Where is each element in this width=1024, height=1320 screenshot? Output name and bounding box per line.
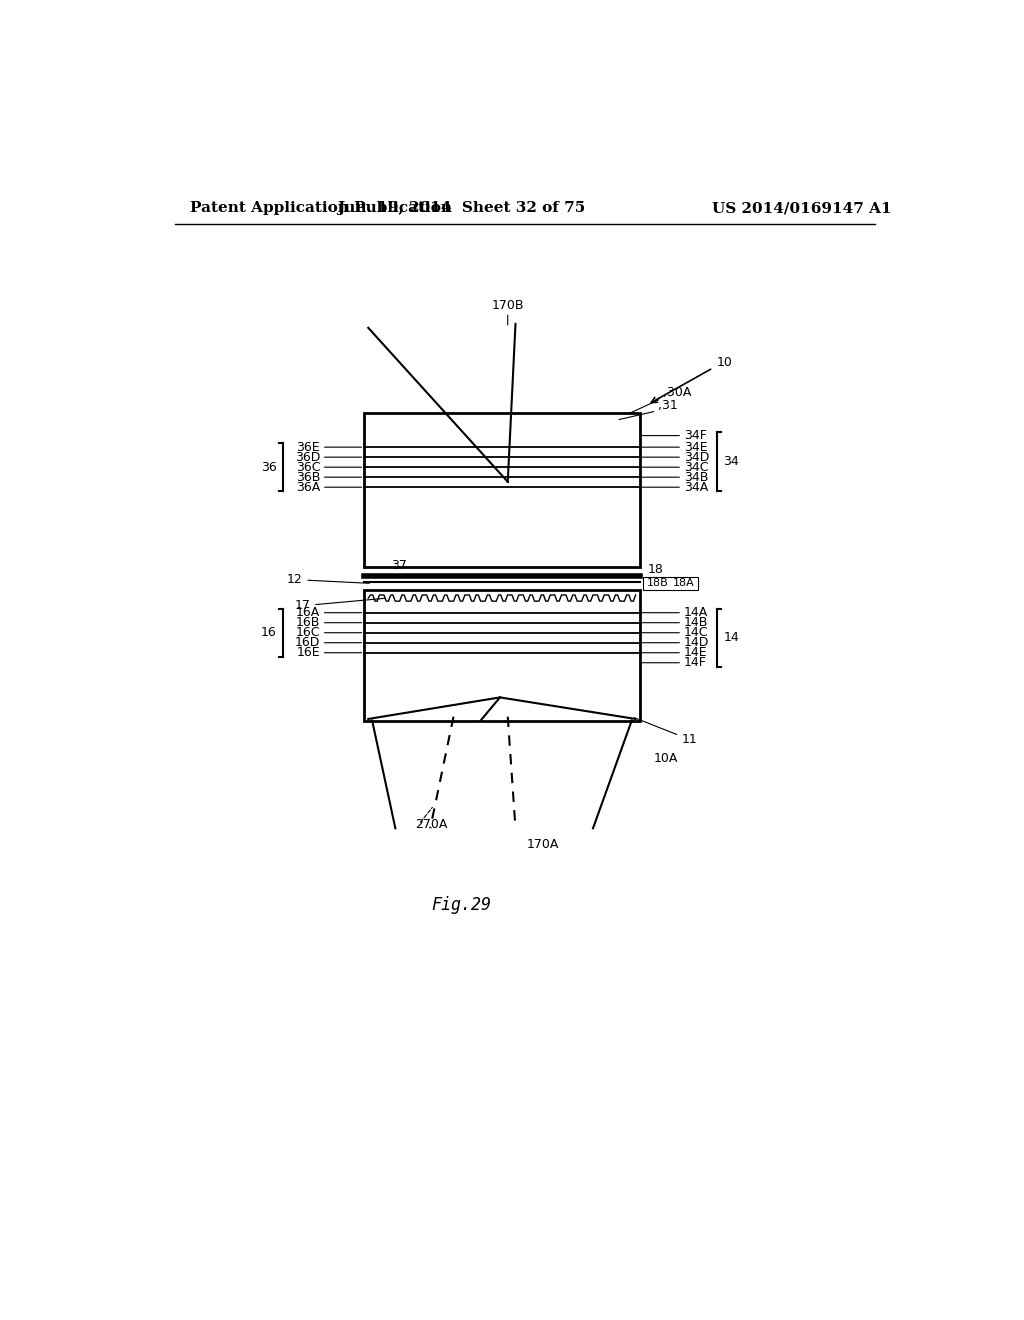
Text: ,31: ,31 bbox=[658, 399, 678, 412]
Text: Jun. 19, 2014  Sheet 32 of 75: Jun. 19, 2014 Sheet 32 of 75 bbox=[337, 202, 586, 215]
Bar bbox=[365, 412, 640, 566]
Text: 16C: 16C bbox=[296, 626, 321, 639]
Text: 16D: 16D bbox=[295, 636, 321, 649]
Text: 10: 10 bbox=[717, 356, 733, 370]
Bar bbox=[643, 577, 697, 590]
Text: 34: 34 bbox=[723, 455, 739, 467]
Text: 18B: 18B bbox=[646, 578, 669, 589]
Text: 34B: 34B bbox=[684, 471, 708, 483]
Text: 36C: 36C bbox=[296, 461, 321, 474]
Text: 34D: 34D bbox=[684, 450, 709, 463]
Text: 270A: 270A bbox=[415, 818, 447, 832]
Text: 16B: 16B bbox=[296, 616, 321, 630]
Text: 14A: 14A bbox=[684, 606, 708, 619]
Text: 36D: 36D bbox=[295, 450, 321, 463]
Text: 16: 16 bbox=[261, 626, 276, 639]
Text: 170B: 170B bbox=[492, 298, 524, 312]
Text: 10A: 10A bbox=[653, 752, 678, 766]
Text: 16A: 16A bbox=[296, 606, 321, 619]
Text: 17: 17 bbox=[294, 598, 385, 612]
Text: 12: 12 bbox=[287, 573, 370, 586]
Text: US 2014/0169147 A1: US 2014/0169147 A1 bbox=[713, 202, 892, 215]
Text: 14F: 14F bbox=[684, 656, 707, 669]
Text: 18A: 18A bbox=[673, 578, 694, 589]
Text: 11: 11 bbox=[634, 718, 698, 746]
Text: 34F: 34F bbox=[684, 429, 707, 442]
Text: 34E: 34E bbox=[684, 441, 708, 454]
Text: 34A: 34A bbox=[684, 480, 708, 494]
Text: 14C: 14C bbox=[684, 626, 709, 639]
Bar bbox=[365, 590, 640, 721]
Text: 14D: 14D bbox=[684, 636, 709, 649]
Text: 36B: 36B bbox=[296, 471, 321, 483]
Text: 37: 37 bbox=[391, 558, 408, 572]
Text: 16E: 16E bbox=[297, 647, 321, 659]
Text: 34C: 34C bbox=[684, 461, 709, 474]
Text: 36E: 36E bbox=[297, 441, 321, 454]
Text: Fig.29: Fig.29 bbox=[431, 896, 492, 915]
Text: 14: 14 bbox=[723, 631, 739, 644]
Text: 14B: 14B bbox=[684, 616, 708, 630]
Text: 36: 36 bbox=[261, 461, 276, 474]
Text: ,30A: ,30A bbox=[663, 385, 691, 399]
Text: 14E: 14E bbox=[684, 647, 708, 659]
Text: 18: 18 bbox=[647, 564, 664, 576]
Text: 36A: 36A bbox=[296, 480, 321, 494]
Text: Patent Application Publication: Patent Application Publication bbox=[190, 202, 452, 215]
Text: 170A: 170A bbox=[527, 838, 559, 850]
